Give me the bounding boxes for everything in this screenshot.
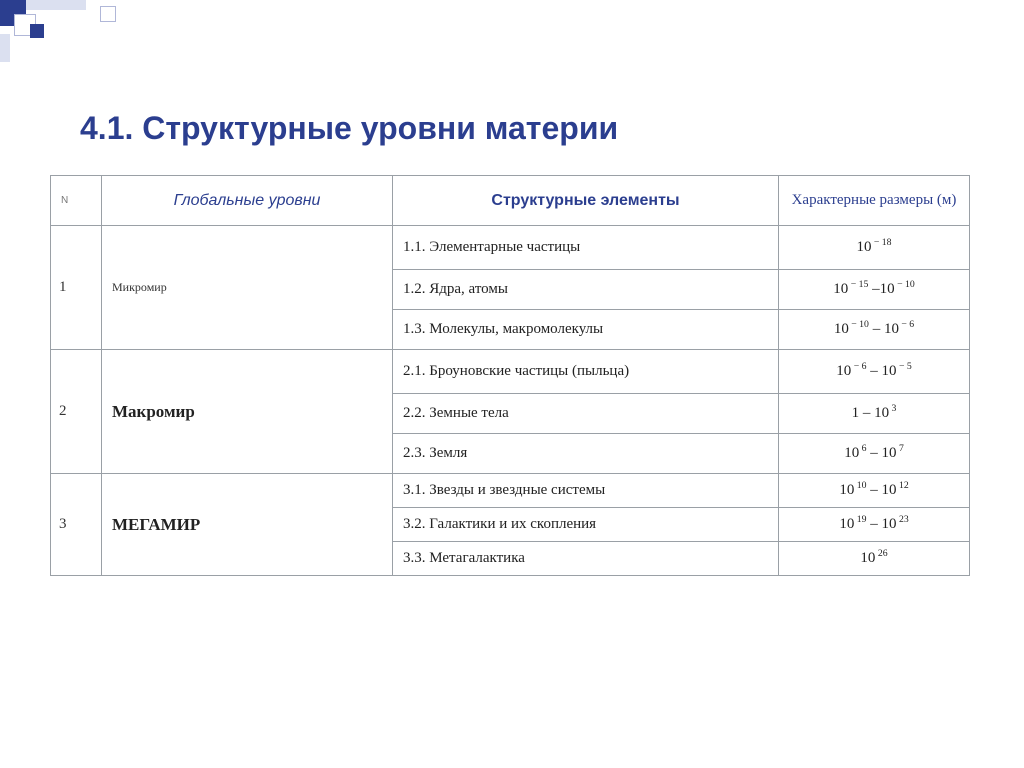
characteristic-size: 10 − 6 – 10 − 5 [779, 350, 970, 394]
table-row: 2Макромир2.1. Броуновские частицы (пыльц… [51, 350, 970, 394]
characteristic-size: 10 − 18 [779, 226, 970, 270]
levels-table: N Глобальные уровни Структурные элементы… [50, 175, 970, 576]
characteristic-size: 10 − 10 – 10 − 6 [779, 310, 970, 350]
header-struct: Структурные элементы [393, 176, 779, 226]
structural-element: 1.1. Элементарные частицы [393, 226, 779, 270]
group-number: 3 [51, 474, 102, 576]
structural-element: 2.3. Земля [393, 434, 779, 474]
table-row: 1Микромир1.1. Элементарные частицы10 − 1… [51, 226, 970, 270]
levels-table-wrap: N Глобальные уровни Структурные элементы… [50, 175, 970, 576]
table-header-row: N Глобальные уровни Структурные элементы… [51, 176, 970, 226]
header-global: Глобальные уровни [102, 176, 393, 226]
structural-element: 1.2. Ядра, атомы [393, 270, 779, 310]
characteristic-size: 10 − 15 –10 − 10 [779, 270, 970, 310]
characteristic-size: 10 19 – 10 23 [779, 508, 970, 542]
global-level: МЕГАМИР [102, 474, 393, 576]
global-level: Макромир [102, 350, 393, 474]
table-row: 3МЕГАМИР3.1. Звезды и звездные системы10… [51, 474, 970, 508]
group-number: 1 [51, 226, 102, 350]
characteristic-size: 1 – 10 3 [779, 394, 970, 434]
structural-element: 3.2. Галактики и их скопления [393, 508, 779, 542]
header-n: N [51, 176, 102, 226]
characteristic-size: 10 10 – 10 12 [779, 474, 970, 508]
global-level: Микромир [102, 226, 393, 350]
structural-element: 1.3. Молекулы, макромолекулы [393, 310, 779, 350]
structural-element: 2.1. Броуновские частицы (пыльца) [393, 350, 779, 394]
corner-decoration [0, 0, 200, 60]
group-number: 2 [51, 350, 102, 474]
slide-title: 4.1. Структурные уровни материи [80, 110, 618, 147]
header-size: Характерные размеры (м) [779, 176, 970, 226]
structural-element: 3.1. Звезды и звездные системы [393, 474, 779, 508]
characteristic-size: 10 26 [779, 542, 970, 576]
characteristic-size: 10 6 – 10 7 [779, 434, 970, 474]
structural-element: 2.2. Земные тела [393, 394, 779, 434]
structural-element: 3.3. Метагалактика [393, 542, 779, 576]
